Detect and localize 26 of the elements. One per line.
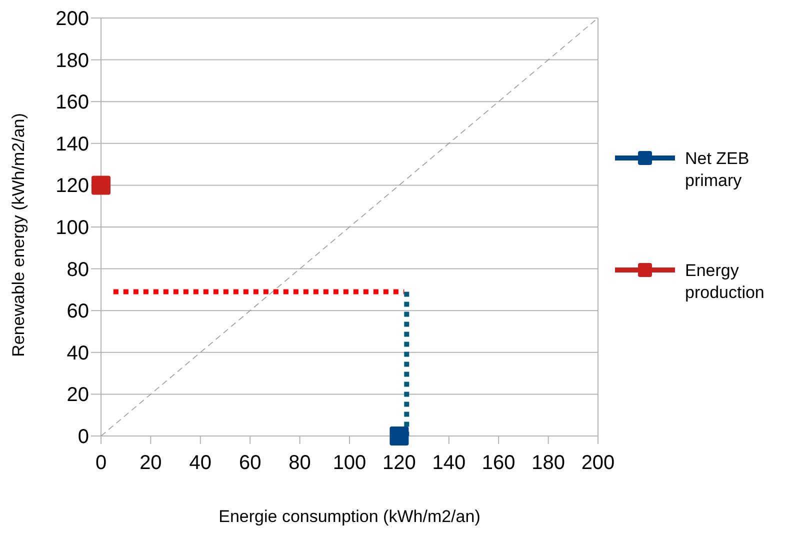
x-tick-label: 200 xyxy=(581,452,615,474)
x-tick-label: 100 xyxy=(332,452,366,474)
x-tick-label: 180 xyxy=(532,452,565,474)
x-axis-title: Energie consumption (kWh/m2/an) xyxy=(218,507,480,526)
y-tick-label: 60 xyxy=(66,300,89,323)
x-tick-label: 60 xyxy=(238,452,262,474)
y-tick-label: 160 xyxy=(56,92,89,114)
legend-label: Net ZEB primary xyxy=(685,148,750,190)
y-axis-title: Renewable energy (kWh/m2/an) xyxy=(9,113,28,357)
x-tick-label: 40 xyxy=(189,452,212,474)
y-tick-label: 100 xyxy=(56,217,89,239)
y-tick-label: 180 xyxy=(56,50,89,72)
x-tick-label: 160 xyxy=(482,452,516,474)
x-tick-label: 80 xyxy=(288,452,311,474)
y-tick-label: 200 xyxy=(56,8,89,30)
x-tick-label: 120 xyxy=(382,452,416,474)
y-tick-label: 120 xyxy=(56,175,89,198)
x-tick-label: 20 xyxy=(140,452,162,474)
y-tick-label: 0 xyxy=(78,426,89,448)
legend-label: Energy production xyxy=(685,260,764,302)
y-tick-label: 140 xyxy=(56,133,89,156)
y-tick-label: 20 xyxy=(66,384,89,406)
x-tick-label: 0 xyxy=(95,452,107,474)
y-tick-label: 80 xyxy=(66,258,89,281)
x-tick-label: 140 xyxy=(432,452,466,474)
y-tick-label: 40 xyxy=(66,342,89,364)
